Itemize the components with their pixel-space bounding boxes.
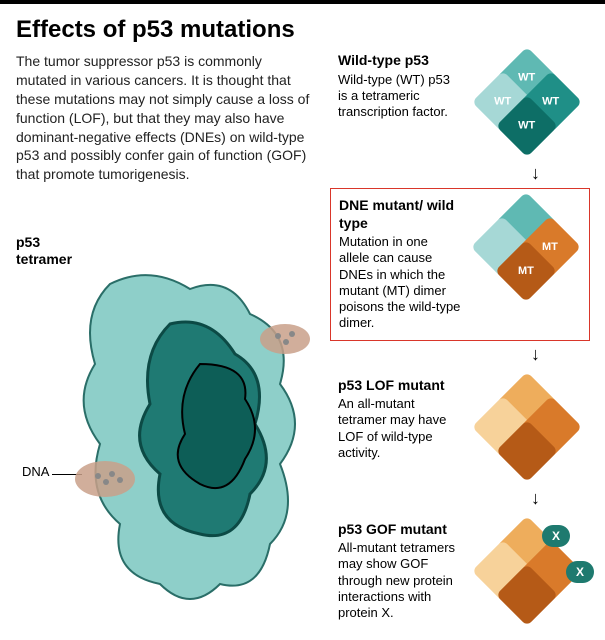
subunit-label: MT [542, 241, 558, 253]
dna-label: DNA [22, 464, 49, 479]
subunit-label: WT [518, 72, 535, 84]
panel-title: DNE mutant/ wild type [339, 197, 461, 232]
panel-3: p53 GOF mutantAll-mutant tetramers may s… [330, 513, 590, 630]
tetramer-diagram: XX [472, 521, 582, 621]
panel-body: Wild-type (WT) p53 is a tetrameric trans… [338, 72, 462, 121]
left-column: The tumor suppressor p53 is commonly mut… [16, 52, 316, 194]
down-arrow-icon: ↓ [330, 345, 590, 363]
panel-text: DNE mutant/ wild typeMutation in one all… [339, 197, 461, 332]
intro-text: The tumor suppressor p53 is commonly mut… [16, 52, 316, 184]
subunit-label: WT [494, 96, 511, 108]
protein-structure-illustration [50, 244, 320, 624]
panel-1: DNE mutant/ wild typeMutation in one all… [330, 188, 590, 341]
down-arrow-icon: ↓ [330, 164, 590, 182]
down-arrow-icon: ↓ [330, 489, 590, 507]
panel-body: An all-mutant tetramer may have LOF of w… [338, 396, 462, 461]
subunit-label: MT [518, 265, 534, 277]
panel-body: Mutation in one allele can cause DNEs in… [339, 234, 461, 332]
protein-x-badge: X [566, 561, 594, 583]
tetramer-diagram: MT MT [471, 197, 581, 297]
panel-body: All-mutant tetramers may show GOF throug… [338, 540, 462, 621]
panel-text: p53 LOF mutantAn all-mutant tetramer may… [338, 377, 462, 477]
panel-title: p53 GOF mutant [338, 521, 462, 539]
panel-title: p53 LOF mutant [338, 377, 462, 395]
page-title: Effects of p53 mutations [16, 16, 589, 44]
panel-text: p53 GOF mutantAll-mutant tetramers may s… [338, 521, 462, 622]
panel-2: p53 LOF mutantAn all-mutant tetramer may… [330, 369, 590, 485]
panel-0: Wild-type p53 Wild-type (WT) p53 is a tet… [330, 44, 590, 160]
panel-text: Wild-type p53 Wild-type (WT) p53 is a tet… [338, 52, 462, 152]
right-column: Wild-type p53 Wild-type (WT) p53 is a tet… [330, 44, 590, 633]
subunit-label: WT [542, 96, 559, 108]
tetramer-diagram [472, 377, 582, 477]
panel-title: Wild-type p53 [338, 52, 462, 70]
subunit-label: WT [518, 120, 535, 132]
protein-x-badge: X [542, 525, 570, 547]
tetramer-diagram: WT WT WT WT [472, 52, 582, 152]
